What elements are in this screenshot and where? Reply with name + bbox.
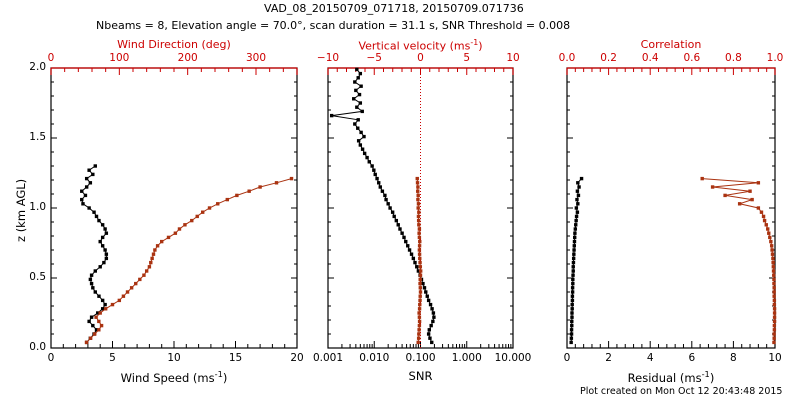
bottom-tick-label: 15 (228, 352, 243, 364)
bottom-tick-label: 0 (563, 352, 571, 364)
top-tick-label: 10 (506, 52, 520, 64)
series-snr (329, 67, 436, 345)
y-tick-label: 2.0 (29, 61, 46, 73)
bottom-tick-label: 5 (109, 352, 116, 364)
bottom-tick-label: 0.001 (312, 352, 344, 364)
top-tick-label: 200 (177, 52, 198, 64)
top-tick-label: 0 (417, 52, 424, 64)
bottom-tick-label: 2 (605, 352, 612, 364)
bottom-tick-label: 4 (646, 352, 654, 364)
bottom-tick-label: 0.100 (405, 352, 436, 364)
bottom-tick-label: 20 (290, 352, 304, 364)
top-tick-label: 0.0 (558, 52, 576, 64)
series-correlation (700, 176, 777, 345)
bottom-axis-label: Residual (ms-1) (627, 369, 715, 385)
series-residual (569, 176, 584, 345)
y-tick-label: 1.5 (29, 131, 46, 143)
y-tick-label: 1.0 (29, 201, 46, 213)
series-vertical-velocity (415, 176, 423, 345)
plot-title: VAD_08_20150709_071718, 20150709.071736 (264, 2, 524, 15)
top-tick-label: 1.0 (766, 52, 784, 64)
top-axis-label: Vertical velocity (ms-1) (358, 38, 483, 53)
bottom-tick-label: 10 (167, 352, 181, 364)
top-tick-label: −10 (316, 52, 340, 64)
bottom-tick-label: 0.010 (359, 352, 390, 364)
y-tick-label: 0.0 (29, 341, 46, 353)
top-tick-label: 5 (463, 52, 471, 64)
top-tick-label: 0 (47, 52, 55, 64)
bottom-tick-label: 6 (688, 352, 696, 364)
top-tick-label: −5 (366, 52, 382, 64)
series-wind-direction (84, 176, 294, 345)
bottom-tick-label: 0 (47, 352, 55, 364)
bottom-axis-label: SNR (408, 369, 433, 383)
top-tick-label: 0.4 (641, 52, 659, 64)
bottom-tick-label: 8 (730, 352, 737, 364)
bottom-tick-label: 1.000 (451, 352, 482, 364)
top-tick-label: 100 (109, 52, 130, 64)
series-wind-speed (80, 164, 109, 345)
y-tick-label: 0.5 (29, 271, 46, 283)
top-tick-label: 0.8 (725, 52, 742, 64)
top-tick-label: 0.2 (600, 52, 617, 64)
bottom-tick-label: 10.000 (494, 352, 532, 364)
top-axis-label: Wind Direction (deg) (117, 38, 231, 51)
plot-footer: Plot created on Mon Oct 12 20:43:48 2015 (580, 386, 783, 397)
top-tick-label: 0.6 (683, 52, 701, 64)
top-axis-label: Correlation (640, 38, 702, 51)
top-tick-label: 300 (245, 52, 267, 64)
plot-subtitle: Nbeams = 8, Elevation angle = 70.0°, sca… (96, 19, 571, 32)
bottom-axis-label: Wind Speed (ms-1) (120, 369, 228, 385)
bottom-tick-label: 10 (768, 352, 782, 364)
